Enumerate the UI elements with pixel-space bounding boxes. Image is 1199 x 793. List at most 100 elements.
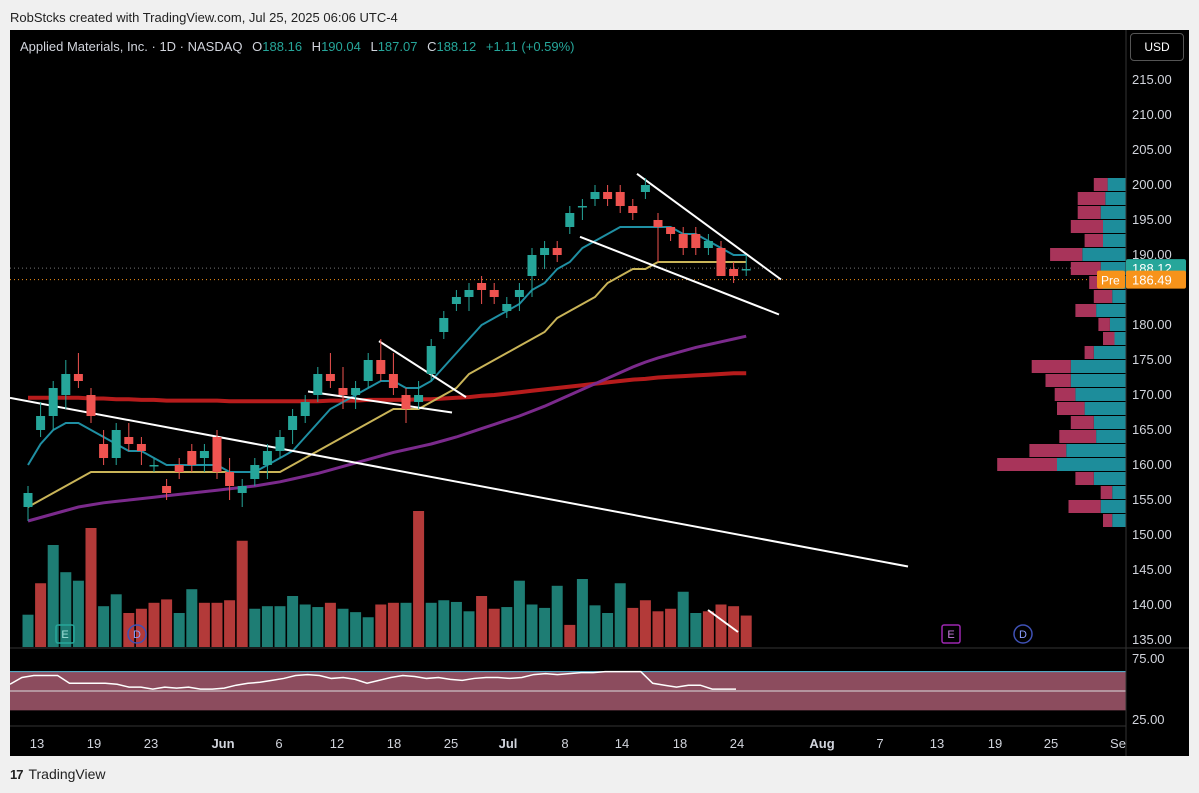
volume-profile-down-bar bbox=[1100, 486, 1113, 499]
price-tick-label: 190.00 bbox=[1132, 247, 1172, 262]
credit-text: RobStcks created with TradingView.com, J… bbox=[10, 10, 398, 25]
volume-bar bbox=[72, 580, 84, 647]
currency-button[interactable]: USD bbox=[1130, 33, 1184, 61]
candle-body bbox=[401, 395, 411, 409]
earnings-marker-icon bbox=[55, 624, 75, 644]
price-tick-label: 165.00 bbox=[1132, 422, 1172, 437]
volume-profile-down-bar bbox=[1103, 514, 1113, 527]
volume-bar bbox=[362, 617, 374, 647]
volume-profile-down-bar bbox=[1045, 374, 1071, 387]
dividend-marker-icon bbox=[1013, 624, 1033, 644]
volume-bar bbox=[740, 615, 752, 647]
moving-averages-layer bbox=[27, 226, 747, 523]
volume-bar bbox=[728, 606, 740, 647]
candle-body bbox=[691, 234, 701, 248]
volume-profile-down-bar bbox=[1070, 220, 1103, 233]
candle-body bbox=[363, 360, 373, 381]
candle-body bbox=[603, 192, 613, 199]
volume-bar bbox=[463, 611, 475, 647]
time-tick-label: 12 bbox=[330, 736, 344, 751]
volume-bar bbox=[324, 602, 336, 647]
volume-profile-up-bar bbox=[1093, 346, 1126, 359]
volume-profile-up-bar bbox=[1066, 444, 1126, 457]
event-label: D bbox=[1019, 629, 1027, 641]
volume-profile-down-bar bbox=[1029, 444, 1067, 457]
volume-bar bbox=[312, 607, 324, 647]
volume-profile-up-bar bbox=[1112, 514, 1126, 527]
volume-bar bbox=[413, 511, 425, 647]
volume-bar bbox=[211, 602, 223, 647]
candle-body bbox=[666, 227, 676, 234]
trendline bbox=[9, 396, 909, 568]
volume-profile-up-bar bbox=[1100, 500, 1126, 513]
volume-bar bbox=[186, 589, 198, 647]
volume-bar bbox=[476, 596, 488, 647]
price-tick-label: 170.00 bbox=[1132, 387, 1172, 402]
chart-area[interactable]: E D E D 215.00 210.00 205.00 200.00 195.00 190.0… bbox=[9, 30, 1189, 756]
candle-body bbox=[351, 388, 361, 395]
close-label: C bbox=[427, 39, 437, 54]
candle-body bbox=[111, 430, 121, 458]
volume-bar bbox=[627, 607, 639, 647]
volume-profile-down-bar bbox=[1103, 332, 1115, 345]
volume-profile-down-bar bbox=[1077, 206, 1101, 219]
volume-bar bbox=[526, 604, 538, 647]
volume-profile-down-bar bbox=[1077, 192, 1106, 205]
volume-bar bbox=[60, 572, 72, 647]
candle-body bbox=[653, 220, 663, 227]
volume-bar bbox=[652, 611, 664, 647]
candle-body bbox=[86, 395, 96, 416]
rsi-pane bbox=[9, 647, 1189, 711]
candle-body bbox=[225, 472, 235, 486]
price-tick-label: 205.00 bbox=[1132, 142, 1172, 157]
candle-body bbox=[527, 255, 537, 276]
time-tick-label: 19 bbox=[988, 736, 1002, 751]
volume-bar bbox=[224, 600, 236, 647]
volume-bar bbox=[602, 613, 614, 647]
volume-profile-down-bar bbox=[1031, 360, 1071, 373]
volume-profile-layer bbox=[997, 178, 1126, 527]
candle-body bbox=[338, 388, 348, 395]
candle-body bbox=[388, 374, 398, 388]
candle-body bbox=[464, 290, 474, 297]
candle-body bbox=[640, 185, 650, 192]
candle-body bbox=[48, 388, 58, 416]
volume-profile-up-bar bbox=[1103, 234, 1126, 247]
symbol-legend[interactable]: Applied Materials, Inc. · 1D · NASDAQ O1… bbox=[20, 39, 575, 54]
candle-body bbox=[451, 297, 461, 304]
volume-bar bbox=[299, 604, 311, 647]
candle-body bbox=[729, 269, 739, 276]
price-chart[interactable]: E D E D 215.00 210.00 205.00 200.00 195.00 190.0… bbox=[9, 30, 1189, 756]
time-tick-label: 14 bbox=[615, 736, 629, 751]
volume-bar bbox=[274, 606, 286, 647]
candle-body bbox=[514, 290, 524, 297]
volume-layer bbox=[22, 511, 752, 647]
volume-profile-down-bar bbox=[1070, 262, 1101, 275]
open-value: 188.16 bbox=[262, 39, 303, 54]
volume-bar bbox=[135, 608, 147, 647]
time-tick-label: Jul bbox=[499, 736, 518, 751]
volume-bar bbox=[287, 596, 299, 647]
ema-mid-line bbox=[27, 261, 747, 508]
time-tick-label: 7 bbox=[876, 736, 883, 751]
volume-profile-up-bar bbox=[1107, 178, 1126, 191]
volume-profile-down-bar bbox=[1075, 472, 1094, 485]
low-value: 187.07 bbox=[377, 39, 418, 54]
footer: 17 TradingView bbox=[10, 766, 106, 782]
candle-body bbox=[540, 248, 550, 255]
premarket-price-badge-text: 186.49 bbox=[1132, 273, 1172, 288]
premarket-label-badge bbox=[1097, 270, 1125, 289]
price-tick-label: 180.00 bbox=[1132, 317, 1172, 332]
volume-bar bbox=[639, 600, 651, 647]
volume-profile-up-bar bbox=[1057, 458, 1126, 471]
high-label: H bbox=[311, 39, 322, 54]
candle-body bbox=[502, 304, 512, 311]
ema-fast-line bbox=[27, 226, 747, 473]
trendline bbox=[636, 172, 782, 281]
time-tick-label: 25 bbox=[444, 736, 458, 751]
price-tick-label: 195.00 bbox=[1132, 212, 1172, 227]
volume-profile-down-bar bbox=[1093, 178, 1108, 191]
candle-body bbox=[61, 374, 71, 395]
volume-bar bbox=[564, 624, 576, 647]
candle-body bbox=[275, 437, 285, 451]
